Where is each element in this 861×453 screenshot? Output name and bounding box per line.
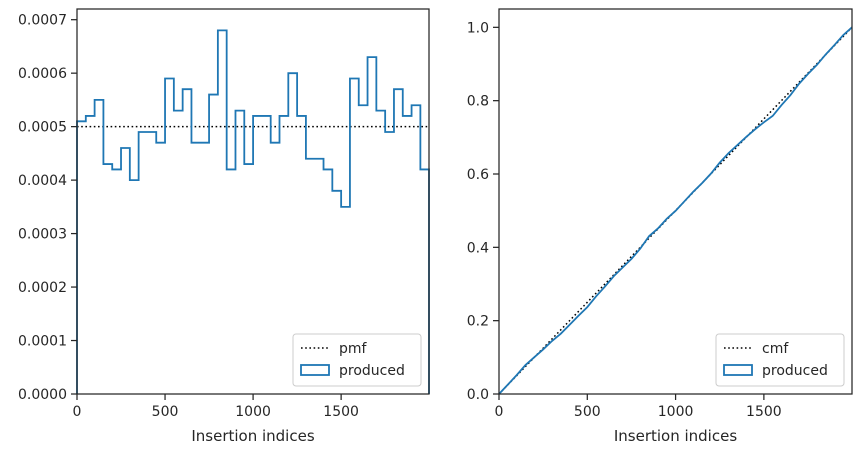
pmf-legend-label-produced: produced [339,363,405,379]
pmf-legend-box [292,333,422,387]
pmf-x-tick-label: 1500 [323,404,359,420]
cmf-y-tick-label: 0.0 [467,387,489,403]
cmf-legend-marker-produced [723,364,753,376]
pmf-x-tick-label: 0 [73,404,82,420]
cmf-series-produced-line [498,26,853,395]
cmf-x-axis-label: Insertion indices [614,427,737,445]
pmf-x-tick-label: 500 [152,404,179,420]
pmf-x-tick-label: 1000 [235,404,271,420]
pmf-series-produced-line [76,29,430,394]
cmf-x-tick-label: 1500 [746,404,782,420]
pmf-legend-marker-produced [300,364,330,376]
pmf-y-tick-label: 0.0004 [18,173,67,189]
cmf-x-tick-label: 500 [574,404,601,420]
pmf-y-tick-label: 0.0003 [18,227,67,243]
pmf-y-tick-label: 0.0007 [18,13,67,29]
cmf-y-tick-label: 1.0 [467,20,489,36]
cmf-legend-label-produced: produced [762,363,828,379]
cmf-y-tick-label: 0.4 [467,240,489,256]
pmf-x-axis-label: Insertion indices [191,427,314,445]
cmf-x-tick-label: 0 [495,404,504,420]
cmf-series-cmf-line [498,26,853,395]
cmf-legend-box [715,333,845,387]
pmf-y-tick-label: 0.0005 [18,120,67,136]
pmf-legend: pmf produced [292,333,422,387]
pmf-y-tick-label: 0.0000 [18,387,67,403]
pmf-legend-label-pmf: pmf [339,341,368,357]
pmf-y-tick-label: 0.0001 [18,334,67,350]
cmf-chart: 0 500 1000 1500 0.0 0.2 0.4 0.6 0.8 1.0 Insertion … [467,8,853,445]
cmf-legend: cmf produced [715,333,845,387]
cmf-y-tick-label: 0.6 [467,167,489,183]
cmf-legend-label-cmf: cmf [762,341,789,357]
cmf-x-tick-label: 1000 [658,404,694,420]
pmf-y-tick-label: 0.0006 [18,66,67,82]
pmf-y-tick-label: 0.0002 [18,280,67,296]
cmf-y-tick-label: 0.2 [467,314,489,330]
cmf-y-tick-label: 0.8 [467,94,489,110]
pmf-chart: 0 500 1000 1500 0.0000 0.0001 0.0002 0.0003 0.00… [18,8,430,445]
